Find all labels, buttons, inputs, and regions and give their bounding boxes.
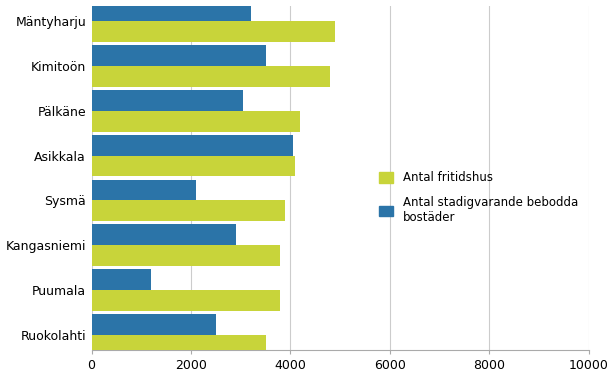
Bar xyxy=(91,0,251,21)
Bar xyxy=(91,111,300,132)
Bar xyxy=(91,135,293,156)
Legend: Antal fritidshus, Antal stadigvarande bebodda
bostäder: Antal fritidshus, Antal stadigvarande be… xyxy=(375,167,583,229)
Bar xyxy=(91,90,243,111)
Bar xyxy=(91,200,286,221)
Bar xyxy=(91,21,335,42)
Bar xyxy=(91,180,196,200)
Bar xyxy=(91,45,265,66)
Bar xyxy=(91,156,295,177)
Bar xyxy=(91,335,265,355)
Bar xyxy=(91,314,216,335)
Bar xyxy=(91,245,281,266)
Bar xyxy=(91,225,236,245)
Bar xyxy=(91,359,196,378)
Bar xyxy=(91,66,330,87)
Bar xyxy=(91,290,281,311)
Bar xyxy=(91,269,151,290)
